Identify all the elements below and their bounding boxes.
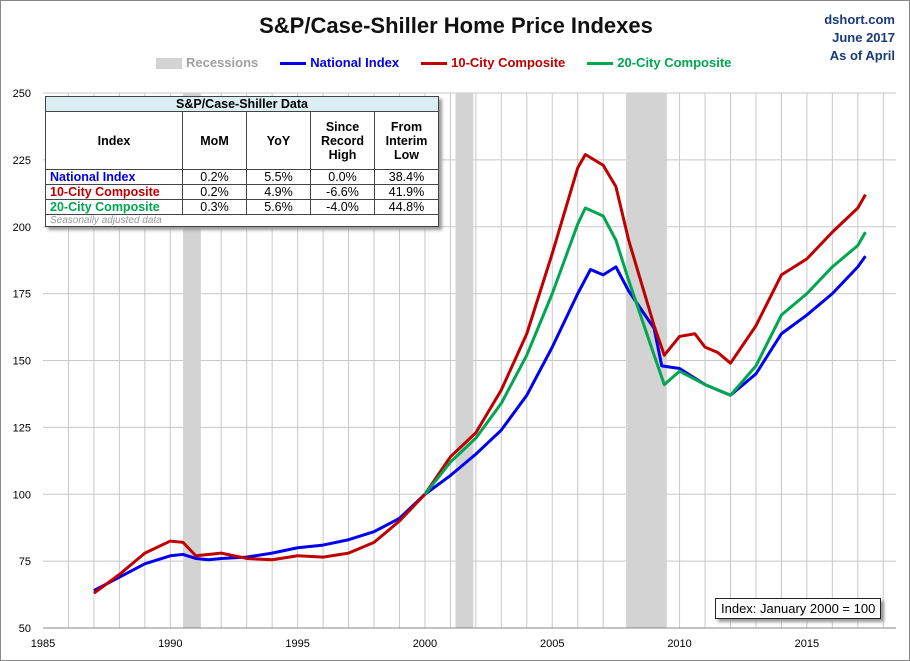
table-row: National Index 0.2% 5.5% 0.0% 38.4% xyxy=(45,169,439,185)
y-tick-label: 125 xyxy=(13,422,31,434)
y-tick-label: 75 xyxy=(19,556,31,568)
y-tick-label: 200 xyxy=(13,222,31,234)
series-line xyxy=(93,255,867,592)
legend: Recessions National Index 10-City Compos… xyxy=(156,55,731,70)
legend-recessions: Recessions xyxy=(156,55,258,70)
series-line xyxy=(423,206,867,496)
row-label: National Index xyxy=(45,169,183,185)
table-cell: 38.4% xyxy=(374,169,439,185)
col-header: Since Record High xyxy=(310,111,375,170)
recession-band xyxy=(455,93,474,628)
y-tick-label: 150 xyxy=(13,356,31,368)
col-header: MoM xyxy=(182,111,247,170)
table-cell: -4.0% xyxy=(310,199,375,215)
source-site: dshort.com xyxy=(824,12,895,27)
x-tick-label: 1995 xyxy=(285,638,309,650)
table-cell: 0.2% xyxy=(182,169,247,185)
x-tick-label: 1990 xyxy=(158,638,182,650)
table-cell: 0.3% xyxy=(182,199,247,215)
table-cell: 0.2% xyxy=(182,184,247,200)
col-header: YoY xyxy=(246,111,311,170)
legend-10city: 10-City Composite xyxy=(421,55,565,70)
y-tick-label: 175 xyxy=(13,289,31,301)
x-tick-label: 2005 xyxy=(540,638,564,650)
table-caption: S&P/Case-Shiller Data xyxy=(45,96,439,112)
y-tick-label: 225 xyxy=(13,155,31,167)
chart-title: S&P/Case-Shiller Home Price Indexes xyxy=(259,13,653,38)
source-asof: As of April xyxy=(829,48,895,63)
table-row: 20-City Composite 0.3% 5.6% -4.0% 44.8% xyxy=(45,199,439,215)
y-tick-label: 50 xyxy=(19,623,31,635)
row-label: 20-City Composite xyxy=(45,199,183,215)
table-cell: 5.6% xyxy=(246,199,311,215)
row-label: 10-City Composite xyxy=(45,184,183,200)
x-tick-label: 2000 xyxy=(413,638,437,650)
legend-national: National Index xyxy=(280,55,399,70)
table-cell: -6.6% xyxy=(310,184,375,200)
table-cell: 44.8% xyxy=(374,199,439,215)
table-row: 10-City Composite 0.2% 4.9% -6.6% 41.9% xyxy=(45,184,439,200)
x-tick-label: 2015 xyxy=(795,638,819,650)
table-cell: 41.9% xyxy=(374,184,439,200)
table-cell: 4.9% xyxy=(246,184,311,200)
col-header: From Interim Low xyxy=(374,111,439,170)
series-line xyxy=(93,153,867,595)
x-tick-label: 1985 xyxy=(31,638,55,650)
table-note: Seasonally adjusted data xyxy=(45,214,439,227)
table-cell: 0.0% xyxy=(310,169,375,185)
data-table: S&P/Case-Shiller Data Index MoM YoY Sinc… xyxy=(45,96,439,227)
source-date: June 2017 xyxy=(832,30,895,45)
x-tick-label: 2010 xyxy=(667,638,691,650)
annotation-box: Index: January 2000 = 100 xyxy=(715,598,882,619)
col-header: Index xyxy=(45,111,183,170)
source-block: dshort.com June 2017 As of April xyxy=(824,11,895,65)
y-tick-label: 100 xyxy=(13,489,31,501)
legend-20city: 20-City Composite xyxy=(587,55,731,70)
table-cell: 5.5% xyxy=(246,169,311,185)
y-tick-label: 250 xyxy=(13,88,31,100)
